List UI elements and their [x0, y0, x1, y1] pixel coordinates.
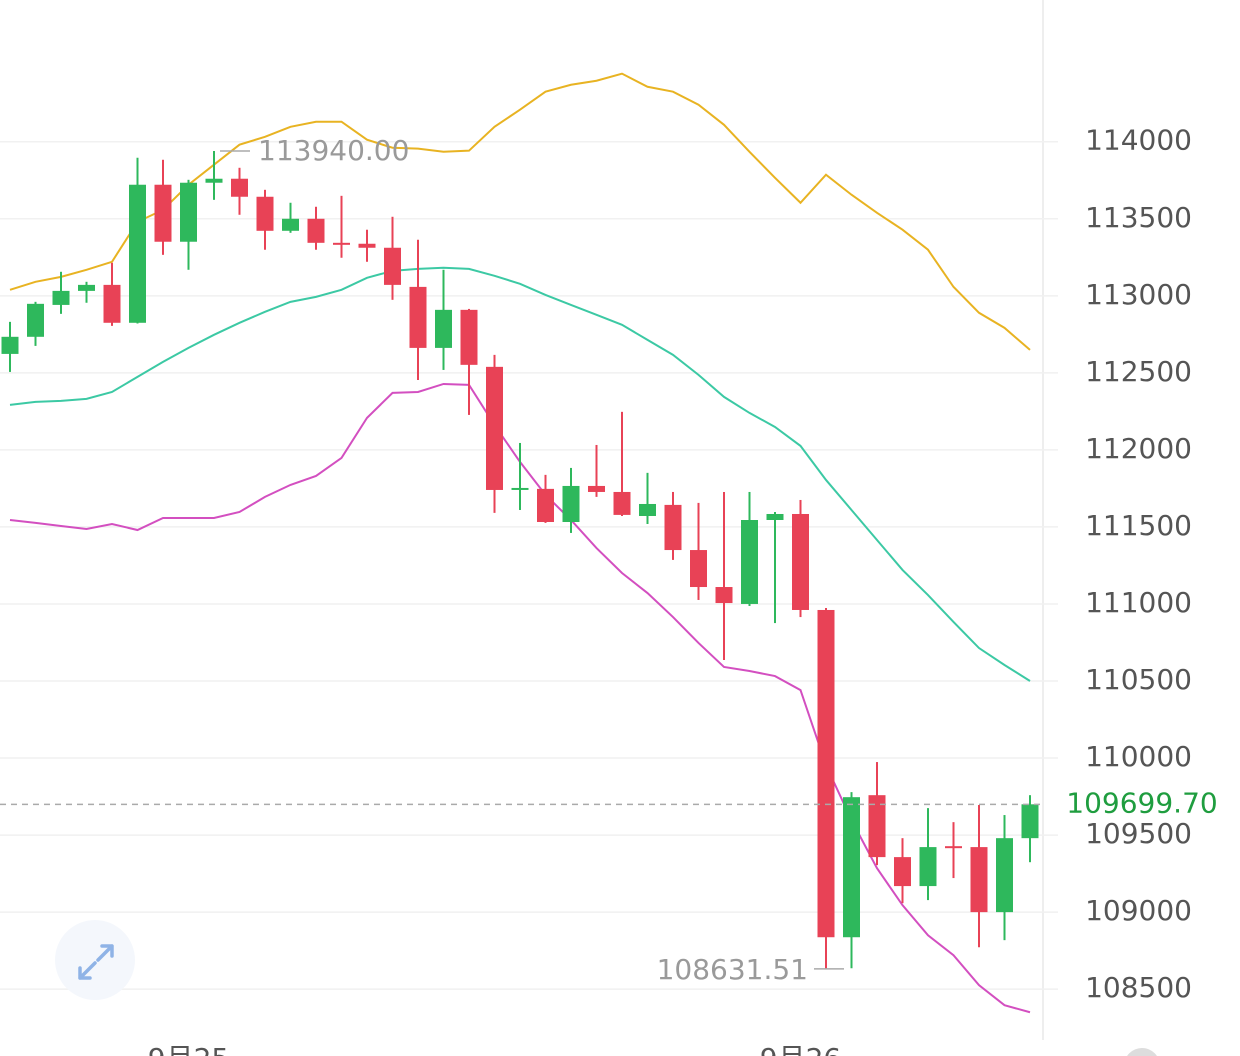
y-tick-label: 110000 — [1085, 740, 1192, 773]
y-tick-label: 113000 — [1085, 278, 1192, 311]
candle-body — [435, 309, 452, 348]
candle-body — [307, 218, 325, 243]
y-tick-label: 109000 — [1085, 894, 1192, 927]
y-tick-label: 108500 — [1085, 971, 1192, 1004]
candle-body — [613, 491, 631, 515]
candle-body — [256, 196, 274, 231]
candle-body — [486, 366, 503, 490]
current-price-label: 109699.70 — [1066, 786, 1217, 819]
candle-body — [562, 485, 580, 523]
candle-body — [180, 182, 197, 242]
candle-body — [384, 247, 401, 285]
y-tick-label: 111500 — [1085, 509, 1192, 542]
candle-body — [639, 503, 656, 516]
candle-body — [231, 178, 248, 197]
candle-body — [103, 284, 121, 323]
candle-body — [664, 504, 682, 551]
y-tick-label: 112000 — [1085, 432, 1192, 465]
candle-body — [792, 513, 809, 610]
candle-body — [690, 550, 707, 588]
y-tick-label: 111000 — [1085, 586, 1192, 619]
candle-body — [78, 284, 95, 291]
candle-body — [919, 847, 937, 887]
candle-body — [460, 309, 478, 365]
candles — [1, 150, 1039, 969]
expand-button[interactable] — [55, 920, 135, 1000]
candle-body — [129, 184, 146, 323]
candle-body — [868, 795, 886, 858]
y-tick-label: 109500 — [1085, 817, 1192, 850]
candle-body — [741, 520, 758, 604]
candle-body — [52, 290, 70, 305]
y-tick-label: 113500 — [1085, 201, 1192, 234]
candle-body — [154, 184, 172, 242]
candle-body — [205, 178, 223, 183]
x-tick-label: 9月25 — [148, 1042, 229, 1056]
x-tick-label: 9月26 — [760, 1042, 841, 1056]
y-tick-label: 112500 — [1085, 355, 1192, 388]
candle-body — [945, 846, 962, 849]
candle-body — [409, 286, 427, 348]
candle-body — [996, 838, 1013, 913]
annotation-label: 108631.51 — [657, 953, 808, 986]
candle-body — [358, 243, 376, 248]
current-price-bg — [1062, 786, 1222, 821]
y-tick-label: 114000 — [1085, 124, 1192, 157]
candle-body — [511, 487, 529, 490]
band-line — [9, 266, 1031, 682]
y-tick-label: 110500 — [1085, 663, 1192, 696]
candle-body — [766, 513, 784, 520]
grid — [0, 140, 1058, 990]
scroll-indicator — [1127, 1048, 1157, 1056]
labels: 108500 109000 109500 110000 110500 111000 1115… — [0, 124, 1222, 1056]
candle-body — [1021, 804, 1039, 839]
candle-body — [843, 797, 860, 938]
candle-body — [282, 218, 299, 231]
candle-body — [894, 857, 911, 887]
candle-body — [1, 336, 19, 354]
candle-body — [715, 587, 733, 604]
candle-body — [588, 485, 605, 492]
candle-body — [970, 847, 988, 913]
candle-body — [817, 609, 835, 938]
annotation-label: 113940.00 — [258, 134, 409, 167]
candle-body — [537, 488, 554, 523]
candle-body — [27, 303, 44, 337]
candle-body — [333, 242, 350, 245]
